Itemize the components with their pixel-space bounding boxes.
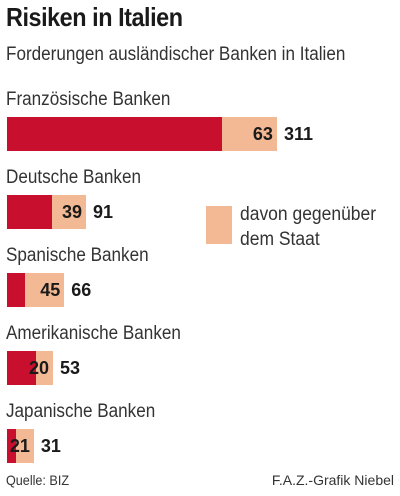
graphic-credit: F.A.Z.-Grafik Niebel: [271, 472, 394, 488]
value-label-state: 21: [9, 436, 30, 456]
chart-title: Risiken in Italien: [6, 2, 183, 32]
value-label-total: 311: [283, 124, 313, 144]
bar-state-share: [52, 195, 86, 229]
value-label-state: 39: [61, 202, 82, 222]
source-note: Quelle: BIZ: [6, 472, 70, 488]
chart-subtitle: Forderungen ausländischer Banken in Ital…: [6, 44, 346, 65]
bank-label: Deutsche Banken: [6, 167, 141, 188]
bar-state-share: [35, 351, 53, 385]
value-label-state: 63: [252, 124, 273, 144]
value-label-total: 31: [40, 436, 61, 456]
bank-label: Spanische Banken: [6, 245, 149, 266]
value-label-total: 91: [92, 202, 114, 222]
legend-swatch-state: [206, 206, 232, 244]
bar-state-share: [222, 117, 277, 151]
value-label-state: 20: [28, 358, 50, 378]
bank-label: Französische Banken: [6, 89, 171, 110]
value-label-total: 53: [60, 358, 81, 378]
bank-label: Japanische Banken: [6, 401, 156, 422]
bank-label: Amerikanische Banken: [6, 323, 181, 344]
bar-state-share: [25, 273, 65, 307]
value-label-total: 66: [71, 280, 92, 300]
bar-state-share: [15, 429, 34, 463]
legend-label-state: davon gegenüber dem Staat: [240, 204, 377, 250]
value-label-state: 45: [40, 280, 61, 300]
